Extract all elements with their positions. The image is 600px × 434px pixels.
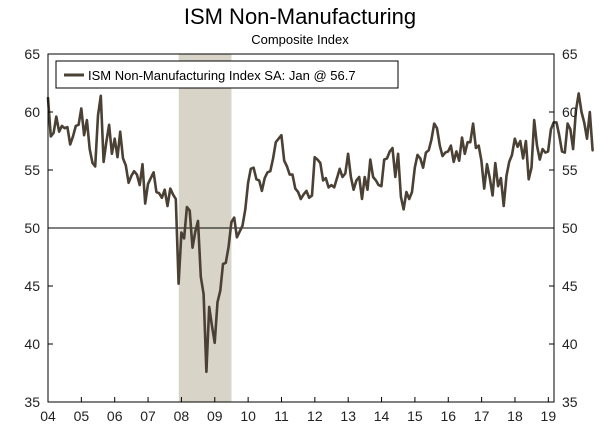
y-axis-right: 35 40 45 50 55 60 65: [549, 46, 578, 410]
x-tick-label: 11: [274, 408, 289, 424]
y-tick-label-left: 45: [24, 278, 40, 294]
series-line: [46, 92, 594, 374]
x-tick-label: 09: [207, 408, 223, 424]
x-tick-label: 17: [474, 408, 490, 424]
x-tick-label: 08: [174, 408, 190, 424]
legend-label: ISM Non-Manufacturing Index SA: Jan @ 56…: [88, 68, 356, 83]
x-tick-label: 07: [140, 408, 156, 424]
y-tick-label-right: 50: [562, 220, 578, 236]
x-tick-label: 05: [74, 408, 90, 424]
y-tick-label-left: 35: [24, 394, 40, 410]
y-tick-label-left: 50: [24, 220, 40, 236]
y-tick-label-left: 40: [24, 336, 40, 352]
x-tick-label: 19: [541, 408, 557, 424]
series-layer: [46, 92, 594, 374]
x-tick-label: 15: [407, 408, 423, 424]
y-tick-label-left: 60: [24, 104, 40, 120]
y-tick-label-right: 55: [562, 162, 578, 178]
chart-subtitle: Composite Index: [251, 32, 349, 47]
legend-box: [55, 60, 399, 89]
chart-title: ISM Non-Manufacturing: [183, 4, 417, 29]
legend: ISM Non-Manufacturing Index SA: Jan @ 56…: [55, 60, 399, 89]
x-tick-label: 10: [240, 408, 256, 424]
y-tick-label-right: 35: [562, 394, 578, 410]
x-tick-label: 13: [340, 408, 356, 424]
y-tick-label-left: 65: [24, 46, 40, 62]
x-tick-label: 14: [374, 408, 390, 424]
x-axis: 04 05 06 07 08 09 10 11 12 13 14 15 16 17 18 19: [40, 397, 556, 424]
y-tick-label-right: 65: [562, 46, 578, 62]
y-tick-label-right: 40: [562, 336, 578, 352]
y-tick-label-right: 45: [562, 278, 578, 294]
x-tick-label: 12: [307, 408, 323, 424]
x-tick-label: 04: [40, 408, 56, 424]
x-tick-label: 18: [507, 408, 523, 424]
y-tick-label-right: 60: [562, 104, 578, 120]
y-tick-label-left: 55: [24, 162, 40, 178]
x-tick-label: 16: [440, 408, 456, 424]
y-axis-left: 35 40 45 50 55 60 65: [24, 46, 53, 410]
x-tick-label: 06: [107, 408, 123, 424]
